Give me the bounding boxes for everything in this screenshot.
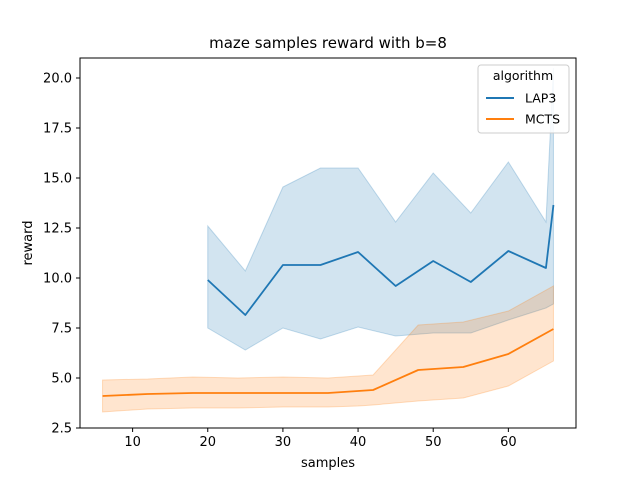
confidence-band-mcts xyxy=(102,285,554,413)
x-axis: 10 20 30 40 50 60 xyxy=(124,428,517,450)
x-axis-label: samples xyxy=(301,456,355,471)
x-tick-label: 60 xyxy=(500,435,517,450)
legend-label-mcts: MCTS xyxy=(525,112,560,127)
y-tick-label: 20.0 xyxy=(43,72,72,87)
x-tick-label: 30 xyxy=(275,435,292,450)
x-tick-label: 10 xyxy=(124,435,141,450)
x-tick-label: 50 xyxy=(425,435,442,450)
y-tick-label: 12.5 xyxy=(43,222,72,237)
legend-label-lap3: LAP3 xyxy=(525,91,556,106)
y-axis: 2.5 5.0 7.5 10.0 12.5 15.0 17.5 20.0 xyxy=(43,72,80,437)
x-tick-label: 40 xyxy=(350,435,367,450)
legend-title: algorithm xyxy=(493,68,553,83)
series-line-mcts xyxy=(102,328,554,397)
legend-entries: LAP3 MCTS xyxy=(486,91,560,127)
y-tick-label: 7.5 xyxy=(51,322,72,337)
legend-box xyxy=(477,64,570,134)
x-tick-label: 20 xyxy=(199,435,216,450)
series-line-lap3 xyxy=(207,204,555,316)
legend: algorithm LAP3 MCTS xyxy=(477,64,570,134)
plot-series-layer xyxy=(102,67,555,413)
plot-area xyxy=(102,67,555,413)
y-tick-label: 10.0 xyxy=(43,272,72,287)
y-tick-label: 15.0 xyxy=(43,172,72,187)
chart-title: maze samples reward with b=8 xyxy=(209,34,447,52)
axes-frame xyxy=(79,57,577,429)
y-axis-label: reward xyxy=(21,220,36,265)
y-tick-label: 2.5 xyxy=(51,422,72,437)
y-tick-label: 17.5 xyxy=(43,122,72,137)
y-tick-label: 5.0 xyxy=(51,372,72,387)
